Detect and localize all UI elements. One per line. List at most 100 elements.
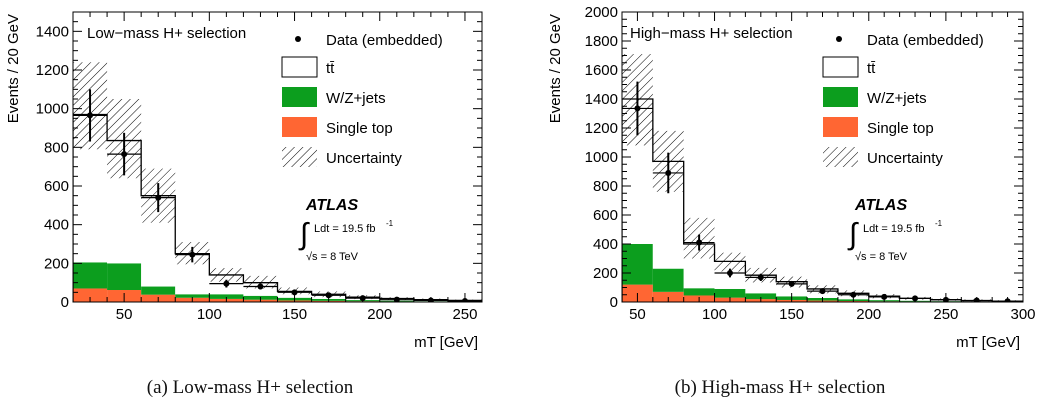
y-tick-label: 600: [44, 178, 69, 195]
legend-swatch-uncertainty: [823, 147, 858, 167]
y-tick-label: 1000: [36, 101, 69, 118]
legend-swatch-wzjets: [282, 87, 317, 107]
figure: 50 100 150 200 2500200400600800100012001400m…: [5, 4, 1036, 351]
lumi-exponent: -1: [386, 219, 394, 228]
energy-label: √s = 8 TeV: [306, 251, 359, 263]
legend-data-marker: [836, 36, 842, 42]
legend-label-ttbar: tt̄: [326, 60, 335, 77]
x-tick-label: 50: [629, 306, 646, 323]
data-point: [189, 251, 196, 258]
y-tick-label: 400: [593, 236, 618, 253]
legend-label-ttbar: tt̄: [867, 60, 876, 77]
y-tick-label: 1200: [585, 120, 618, 137]
data-point: [881, 293, 888, 300]
plot-area: [622, 54, 1023, 302]
x-tick-label: 300: [1010, 306, 1035, 323]
bar-wzjets: [73, 262, 108, 289]
x-tick-label: 150: [779, 306, 804, 323]
legend-label-data: Data (embedded): [867, 32, 984, 49]
x-tick-label: 100: [197, 306, 222, 323]
y-tick-label: 400: [44, 217, 69, 234]
legend-label-singletop: Single top: [867, 120, 934, 137]
y-tick-label: 1000: [585, 149, 618, 166]
y-tick-label: 200: [593, 265, 618, 282]
y-tick-label: 0: [610, 294, 618, 311]
atlas-label: ATLAS: [305, 197, 358, 214]
lumi-text: Ldt = 19.5 fb: [314, 223, 375, 235]
data-point: [788, 280, 795, 287]
legend-label-wzjets: W/Z+jets: [326, 90, 386, 107]
legend-label-uncertainty: Uncertainty: [326, 150, 402, 167]
data-point: [291, 289, 298, 296]
legend-label-uncertainty: Uncertainty: [867, 150, 943, 167]
y-tick-label: 200: [44, 255, 69, 272]
panel-label: Low−mass H+ selection: [87, 25, 246, 42]
bar-wzjets: [745, 293, 777, 300]
y-tick-label: 1400: [36, 23, 69, 40]
energy-label: √s = 8 TeV: [855, 251, 908, 263]
caption-low-mass: (a) Low-mass H+ selection: [146, 377, 354, 398]
lumi-exponent: -1: [935, 219, 943, 228]
lumi-integral-sign: ∫: [298, 218, 310, 251]
x-tick-label: 50: [116, 306, 133, 323]
bar-singletop: [73, 288, 108, 302]
data-point: [257, 283, 264, 290]
bar-wzjets: [209, 294, 244, 299]
lumi-integral-sign: ∫: [847, 218, 859, 251]
x-tick-label: 200: [856, 306, 881, 323]
y-axis-label: Events / 20 GeV: [5, 14, 22, 123]
bar-wzjets: [107, 263, 142, 291]
y-tick-label: 0: [61, 294, 69, 311]
atlas-label: ATLAS: [854, 197, 907, 214]
y-tick-label: 600: [593, 207, 618, 224]
bar-wzjets: [652, 268, 684, 292]
data-point: [696, 239, 703, 246]
data-point: [155, 194, 162, 201]
legend-swatch-singletop: [282, 117, 317, 137]
legend-swatch-singletop: [823, 117, 858, 137]
x-tick-label: 250: [452, 306, 477, 323]
x-tick-label: 150: [282, 306, 307, 323]
legend: Data (embedded) tt̄ W/Z+jets Single top Unce…: [822, 32, 984, 167]
bar-singletop: [652, 291, 684, 302]
legend-label-singletop: Single top: [326, 120, 393, 137]
chart-panel-low-mass: 50 100 150 200 250 0 200 400 600 800 1000 1200 1400 m…: [5, 11, 483, 351]
panel-label: High−mass H+ selection: [630, 25, 793, 42]
data-point: [819, 288, 826, 295]
x-tick-label: 250: [933, 306, 958, 323]
legend-swatch-uncertainty: [282, 147, 317, 167]
y-tick-label: 1800: [585, 33, 618, 50]
bar-wzjets: [175, 294, 210, 298]
y-tick-label: 800: [44, 139, 69, 156]
uncertainty-band: [714, 252, 746, 272]
bar-wzjets: [141, 286, 176, 295]
y-tick-label: 800: [593, 178, 618, 195]
x-tick-label: 100: [702, 306, 727, 323]
data-point: [87, 112, 94, 119]
data-point: [757, 274, 764, 281]
legend-swatch-ttbar: [822, 56, 859, 78]
lumi-text: Ldt = 19.5 fb: [863, 223, 924, 235]
y-tick-label: 1600: [585, 62, 618, 79]
plot-area: [73, 62, 482, 302]
data-point: [850, 291, 857, 298]
data-point: [325, 292, 332, 299]
data-point: [634, 105, 641, 112]
y-tick-label: 1200: [36, 62, 69, 79]
legend-label-data: Data (embedded): [326, 32, 443, 49]
legend-label-wzjets: W/Z+jets: [867, 90, 927, 107]
bar-wzjets: [622, 244, 653, 285]
x-axis-label: mT [GeV]: [956, 334, 1020, 351]
y-axis-label: Events / 20 GeV: [547, 14, 564, 123]
y-tick-label: 1400: [585, 91, 618, 108]
x-axis-label: mT [GeV]: [414, 334, 478, 351]
data-point: [726, 270, 733, 276]
legend-swatch-ttbar: [281, 56, 318, 78]
x-tick-label: 200: [367, 306, 392, 323]
y-tick-label: 2000: [585, 4, 618, 21]
bar-wzjets: [714, 288, 746, 298]
data-point: [223, 280, 230, 287]
data-point: [665, 169, 672, 176]
bar-wzjets: [683, 288, 715, 296]
chart-panel-high-mass: 50 100 150 200 250 300 0 200 400 600 800 1000 1200 14…: [547, 4, 1036, 351]
